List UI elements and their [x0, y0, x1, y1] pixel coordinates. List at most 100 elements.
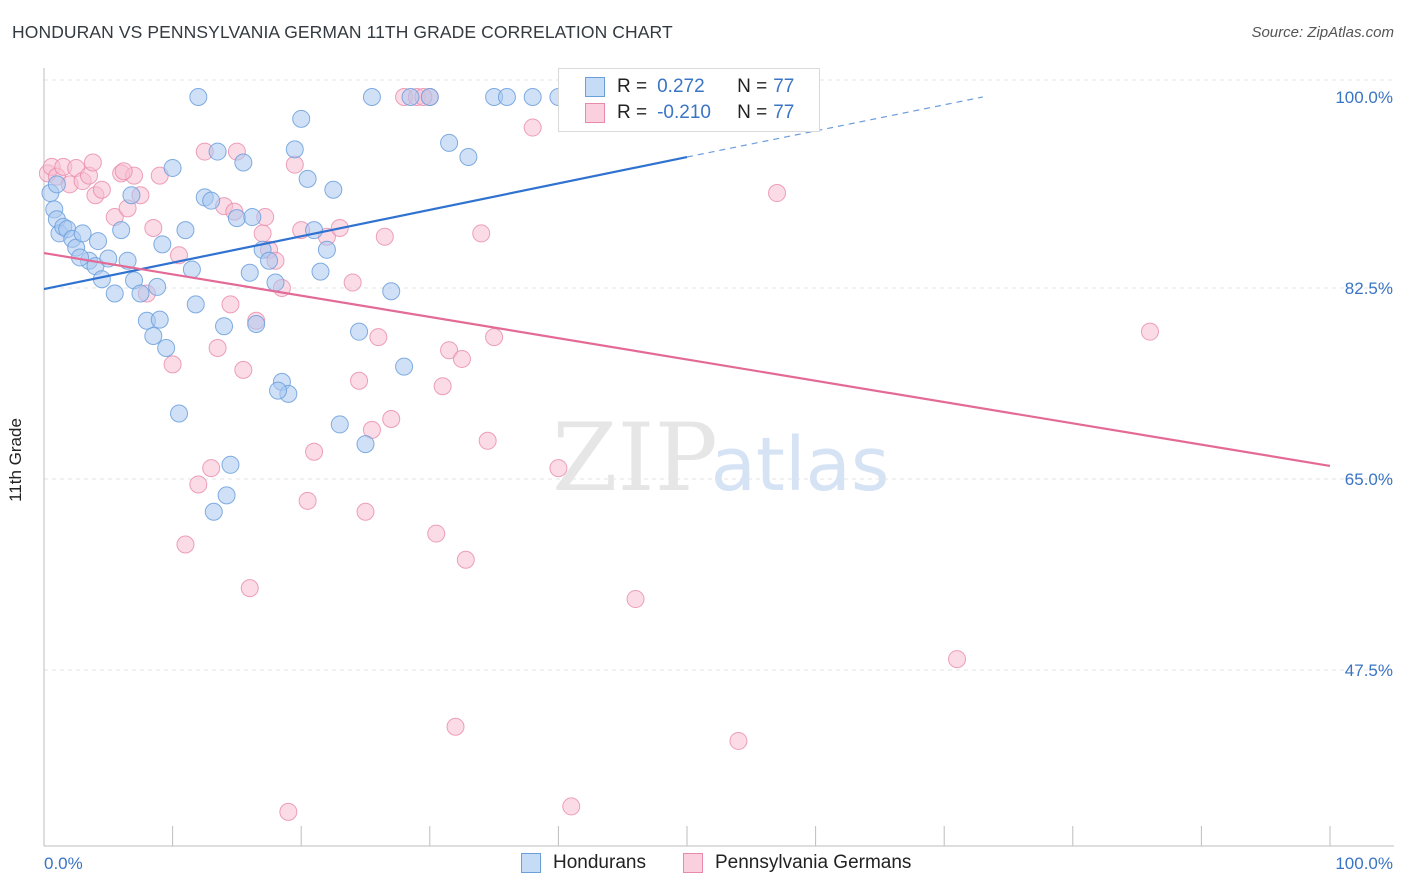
honduran-point: [459, 148, 478, 167]
honduran-point: [148, 277, 167, 296]
pennsylvania-german-point: [92, 180, 111, 199]
pennsylvania-german-point: [253, 224, 272, 243]
honduran-point: [420, 88, 439, 106]
legend-swatch-blue: [585, 77, 605, 97]
pennsylvania-german-point: [343, 273, 362, 292]
correlation-legend: R = 0.272 N = 77 R = -0.210 N = 77: [558, 68, 820, 132]
pennsylvania-german-point: [279, 802, 298, 821]
honduran-point: [189, 88, 208, 106]
honduran-point: [523, 88, 542, 106]
honduran-point: [153, 235, 172, 254]
honduran-point: [89, 232, 108, 251]
honduran-point: [157, 339, 176, 358]
honduran-point: [247, 315, 266, 334]
honduran-point: [234, 153, 253, 172]
legend-r-label: R =: [617, 76, 648, 97]
y-tick-label: 82.5%: [1345, 279, 1393, 298]
honduran-point: [243, 208, 262, 227]
legend-n-label: N =: [737, 76, 768, 97]
legend-n-value: 77: [773, 76, 795, 97]
legend-swatch-pennsylvania-germans: [683, 853, 703, 873]
honduran-point: [330, 415, 349, 434]
honduran-point: [221, 455, 240, 474]
pennsylvania-german-point: [472, 224, 491, 243]
honduran-point: [401, 88, 420, 106]
honduran-point: [395, 357, 414, 376]
honduran-point: [382, 282, 401, 301]
pennsylvania-german-point: [240, 579, 259, 598]
honduran-point: [292, 109, 311, 128]
honduran-point: [269, 381, 288, 400]
pennsylvania-german-point: [478, 431, 497, 450]
honduran-point: [47, 175, 66, 194]
honduran-point: [122, 186, 141, 205]
honduran-point: [305, 221, 324, 240]
pennsylvania-german-point: [298, 491, 317, 510]
chart-title: HONDURAN VS PENNSYLVANIA GERMAN 11TH GRA…: [12, 22, 673, 42]
pennsylvania-german-point: [626, 590, 645, 609]
honduran-point: [497, 88, 516, 106]
pennsylvania-german-point: [163, 355, 182, 374]
pennsylvania-german-point: [485, 328, 504, 347]
watermark-atlas: atlas: [711, 422, 890, 508]
honduran-point: [356, 435, 375, 454]
pennsylvania-german-point: [440, 341, 459, 360]
legend-swatch-pink: [585, 103, 605, 123]
honduran-point: [285, 140, 304, 159]
honduran-point: [202, 191, 221, 210]
pennsylvania-german-point: [375, 227, 394, 246]
pennsylvania-german-point: [189, 475, 208, 494]
pennsylvania-german-point: [234, 360, 253, 379]
tick-labels: 100.0% 82.5% 65.0% 47.5% 0.0% 100.0%: [44, 88, 1393, 873]
pennsylvania-german-point: [523, 118, 542, 137]
honduran-point: [208, 142, 227, 161]
pennsylvania-german-point: [382, 409, 401, 428]
legend-n-label: N =: [737, 102, 768, 123]
honduran-point: [311, 262, 330, 281]
pennsylvania-german-point: [144, 218, 163, 237]
watermark-zip: ZIP: [552, 404, 718, 513]
legend-item-pennsylvania-germans[interactable]: Pennsylvania Germans: [683, 852, 911, 874]
pennsylvania-german-point: [549, 459, 568, 478]
x-tick-label: 100.0%: [1335, 854, 1393, 873]
pennsylvania-german-point: [208, 339, 227, 358]
legend-r-value: -0.210: [657, 102, 711, 123]
honduran-point: [362, 88, 381, 106]
pennsylvania-german-point: [176, 535, 195, 554]
pennsylvania-german-point: [114, 162, 133, 181]
legend-row-hondurans: R = 0.272 N = 77: [585, 75, 794, 99]
legend-label-pennsylvania-germans: Pennsylvania Germans: [715, 852, 912, 873]
honduran-point: [260, 251, 279, 270]
honduran-point: [163, 158, 182, 177]
pennsylvania-german-point: [305, 442, 324, 461]
honduran-point: [324, 180, 343, 199]
pennsylvania-german-point: [456, 550, 475, 569]
honduran-point: [118, 251, 137, 270]
honduran-point: [298, 169, 317, 188]
honduran-point: [105, 284, 124, 303]
pennsylvania-german-point: [1140, 322, 1159, 341]
legend-r-value: 0.272: [657, 76, 705, 97]
honduran-point: [112, 221, 131, 240]
honduran-point: [144, 327, 163, 346]
honduran-point: [186, 295, 205, 314]
series-legend: Hondurans Pennsylvania Germans: [0, 852, 1406, 878]
pennsylvania-german-point: [562, 797, 581, 816]
x-tick-label: 0.0%: [44, 854, 83, 873]
pennsylvania-germans-trend-line: [43, 251, 1331, 467]
legend-item-hondurans[interactable]: Hondurans: [521, 852, 646, 874]
trend-lines: [43, 96, 1331, 467]
pennsylvania-german-point: [948, 650, 967, 669]
legend-row-pennsylvania-germans: R = -0.210 N = 77: [585, 101, 794, 125]
pennsylvania-german-point: [202, 459, 221, 478]
pennsylvania-german-point: [356, 502, 375, 521]
pennsylvania-german-point: [452, 349, 471, 368]
y-tick-label: 47.5%: [1345, 661, 1393, 680]
honduran-point: [350, 322, 369, 341]
y-axis-label: 11th Grade: [6, 418, 25, 502]
legend-label-hondurans: Hondurans: [553, 852, 646, 873]
pennsylvania-german-point: [83, 153, 102, 172]
honduran-point: [73, 224, 92, 243]
honduran-point: [317, 240, 336, 259]
